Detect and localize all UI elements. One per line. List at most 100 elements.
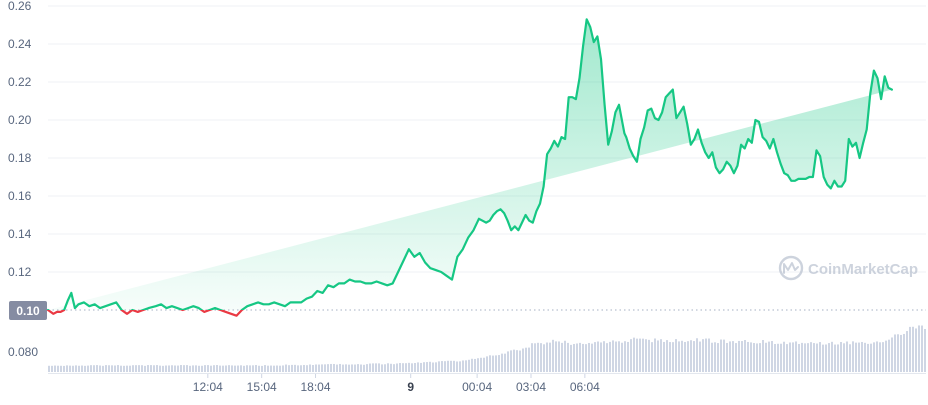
volume-bar <box>222 365 224 372</box>
volume-bar <box>168 365 170 372</box>
volume-bar <box>825 344 827 372</box>
volume-bar <box>612 340 614 372</box>
volume-bar <box>81 365 83 372</box>
volume-bar <box>918 325 920 372</box>
volume-bar <box>324 364 326 372</box>
volume-bar <box>354 364 356 372</box>
volume-bar <box>774 343 776 372</box>
volume-bar <box>114 365 116 372</box>
volume-bar <box>60 365 62 372</box>
volume-bar <box>564 340 566 372</box>
volume-bar <box>507 351 509 372</box>
volume-bar <box>867 343 869 372</box>
volume-bar <box>711 342 713 372</box>
volume-bar <box>579 342 581 372</box>
volume-bar <box>900 334 902 372</box>
volume-bar <box>921 325 923 372</box>
volume-bar <box>294 364 296 372</box>
volume-bar <box>402 363 404 372</box>
volume-bar <box>54 365 56 372</box>
volume-bar <box>768 341 770 372</box>
volume-bar <box>57 365 59 372</box>
volume-bar <box>288 365 290 372</box>
volume-bar <box>585 344 587 372</box>
volume-bar <box>702 339 704 372</box>
volume-bar <box>210 365 212 372</box>
volume-bar <box>306 365 308 372</box>
volume-bar <box>414 363 416 372</box>
volume-bar <box>798 343 800 372</box>
volume-bar <box>378 363 380 372</box>
volume-bar <box>621 342 623 372</box>
volume-bar <box>243 365 245 372</box>
volume-bar <box>336 364 338 372</box>
volume-bar <box>501 353 503 372</box>
volume-bar <box>150 365 152 372</box>
volume-bar <box>516 350 518 372</box>
volume-bar <box>570 344 572 372</box>
y-tick-label: 0.20 <box>8 113 32 127</box>
volume-bar <box>453 360 455 372</box>
volume-bar <box>432 362 434 372</box>
volume-bar <box>423 362 425 372</box>
volume-bar <box>906 331 908 372</box>
volume-bar <box>540 343 542 372</box>
volume-bar <box>873 342 875 372</box>
volume-bar <box>204 365 206 372</box>
volume-bar <box>351 364 353 372</box>
y-tick-label: 0.16 <box>8 189 32 203</box>
volume-bar <box>363 364 365 372</box>
volume-bar <box>198 365 200 372</box>
volume-bar <box>762 340 764 372</box>
reference-price-badge: 0.10 <box>9 301 47 320</box>
volume-bar <box>276 365 278 372</box>
volume-bar <box>744 340 746 372</box>
price-line-up <box>46 18 893 310</box>
volume-bar <box>321 364 323 372</box>
volume-bar <box>132 365 134 372</box>
volume-bar <box>717 343 719 372</box>
volume-bar <box>282 365 284 372</box>
volume-bar <box>915 328 917 372</box>
volume-bar <box>411 363 413 372</box>
volume-bar <box>495 355 497 372</box>
volume-bar <box>366 364 368 372</box>
volume-bar <box>708 338 710 372</box>
volume-bar <box>582 343 584 372</box>
volume-bar <box>147 365 149 372</box>
volume-bar <box>546 342 548 372</box>
volume-bar <box>492 355 494 372</box>
volume-bar <box>444 361 446 372</box>
volume-bar <box>810 342 812 372</box>
volume-bar <box>513 349 515 372</box>
volume-bar <box>606 343 608 372</box>
volume-bar <box>474 358 476 372</box>
x-tick-label: 18:04 <box>301 380 331 394</box>
x-axis-ticks: 12:04 15:04 18:04 9 00:04 03:04 06:04 <box>48 373 926 394</box>
volume-bar <box>741 341 743 372</box>
volume-bar <box>504 353 506 372</box>
volume-bar <box>663 341 665 372</box>
volume-bar <box>558 341 560 372</box>
y-tick-label: 0.18 <box>8 151 32 165</box>
volume-bar <box>600 342 602 372</box>
volume-bar <box>429 361 431 372</box>
price-area-fill <box>48 19 892 310</box>
volume-bar <box>672 342 674 372</box>
volume-bar <box>828 343 830 372</box>
volume-bar <box>510 350 512 372</box>
y-tick-label: 0.24 <box>8 37 32 51</box>
volume-bar <box>369 363 371 372</box>
volume-bar <box>102 365 104 372</box>
volume-bar <box>849 344 851 372</box>
volume-bar <box>525 347 527 372</box>
volume-bar <box>630 339 632 372</box>
volume-bar <box>117 365 119 372</box>
volume-bar <box>129 365 131 372</box>
volume-bar <box>891 337 893 372</box>
x-tick-label: 03:04 <box>516 380 546 394</box>
volume-bar <box>213 365 215 372</box>
volume-bar <box>300 365 302 372</box>
volume-bar <box>609 341 611 372</box>
